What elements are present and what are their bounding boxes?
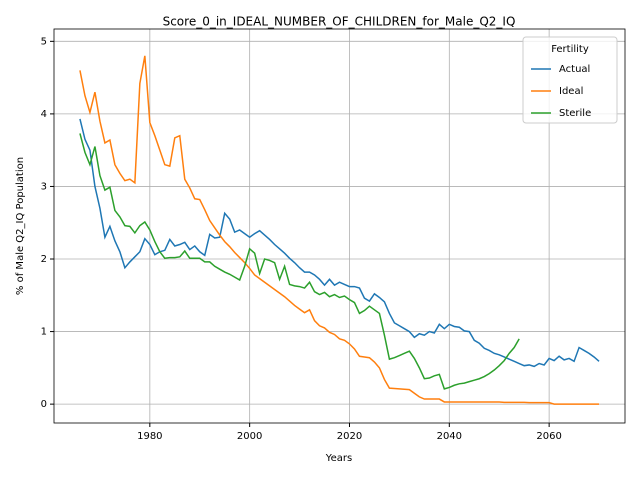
legend-label: Actual (559, 64, 590, 75)
y-tick-label: 1 (41, 327, 47, 338)
legend-label: Ideal (559, 86, 583, 97)
y-tick-label: 4 (41, 109, 47, 120)
y-axis-label: % of Male Q2_IQ Population (15, 157, 26, 295)
x-tick-label: 1980 (137, 431, 162, 442)
plot-frame (53, 28, 626, 424)
data-line (79, 55, 600, 405)
legend-box (522, 36, 618, 124)
y-tick-label: 5 (41, 36, 47, 47)
x-axis-label: Years (325, 453, 352, 464)
x-tick-label: 2000 (237, 431, 262, 442)
y-tick-label: 3 (41, 181, 47, 192)
x-tick-label: 2020 (337, 431, 362, 442)
x-tick-label: 2060 (536, 431, 561, 442)
data-line (79, 133, 520, 390)
legend-title: Fertility (551, 44, 589, 55)
data-line (79, 118, 600, 368)
y-tick-label: 2 (41, 254, 47, 265)
y-tick-label: 0 (41, 399, 47, 410)
x-tick-label: 2040 (437, 431, 462, 442)
legend-label: Sterile (559, 108, 591, 119)
chart-title: Score_0_in_IDEAL_NUMBER_OF_CHILDREN_for_… (163, 15, 516, 29)
